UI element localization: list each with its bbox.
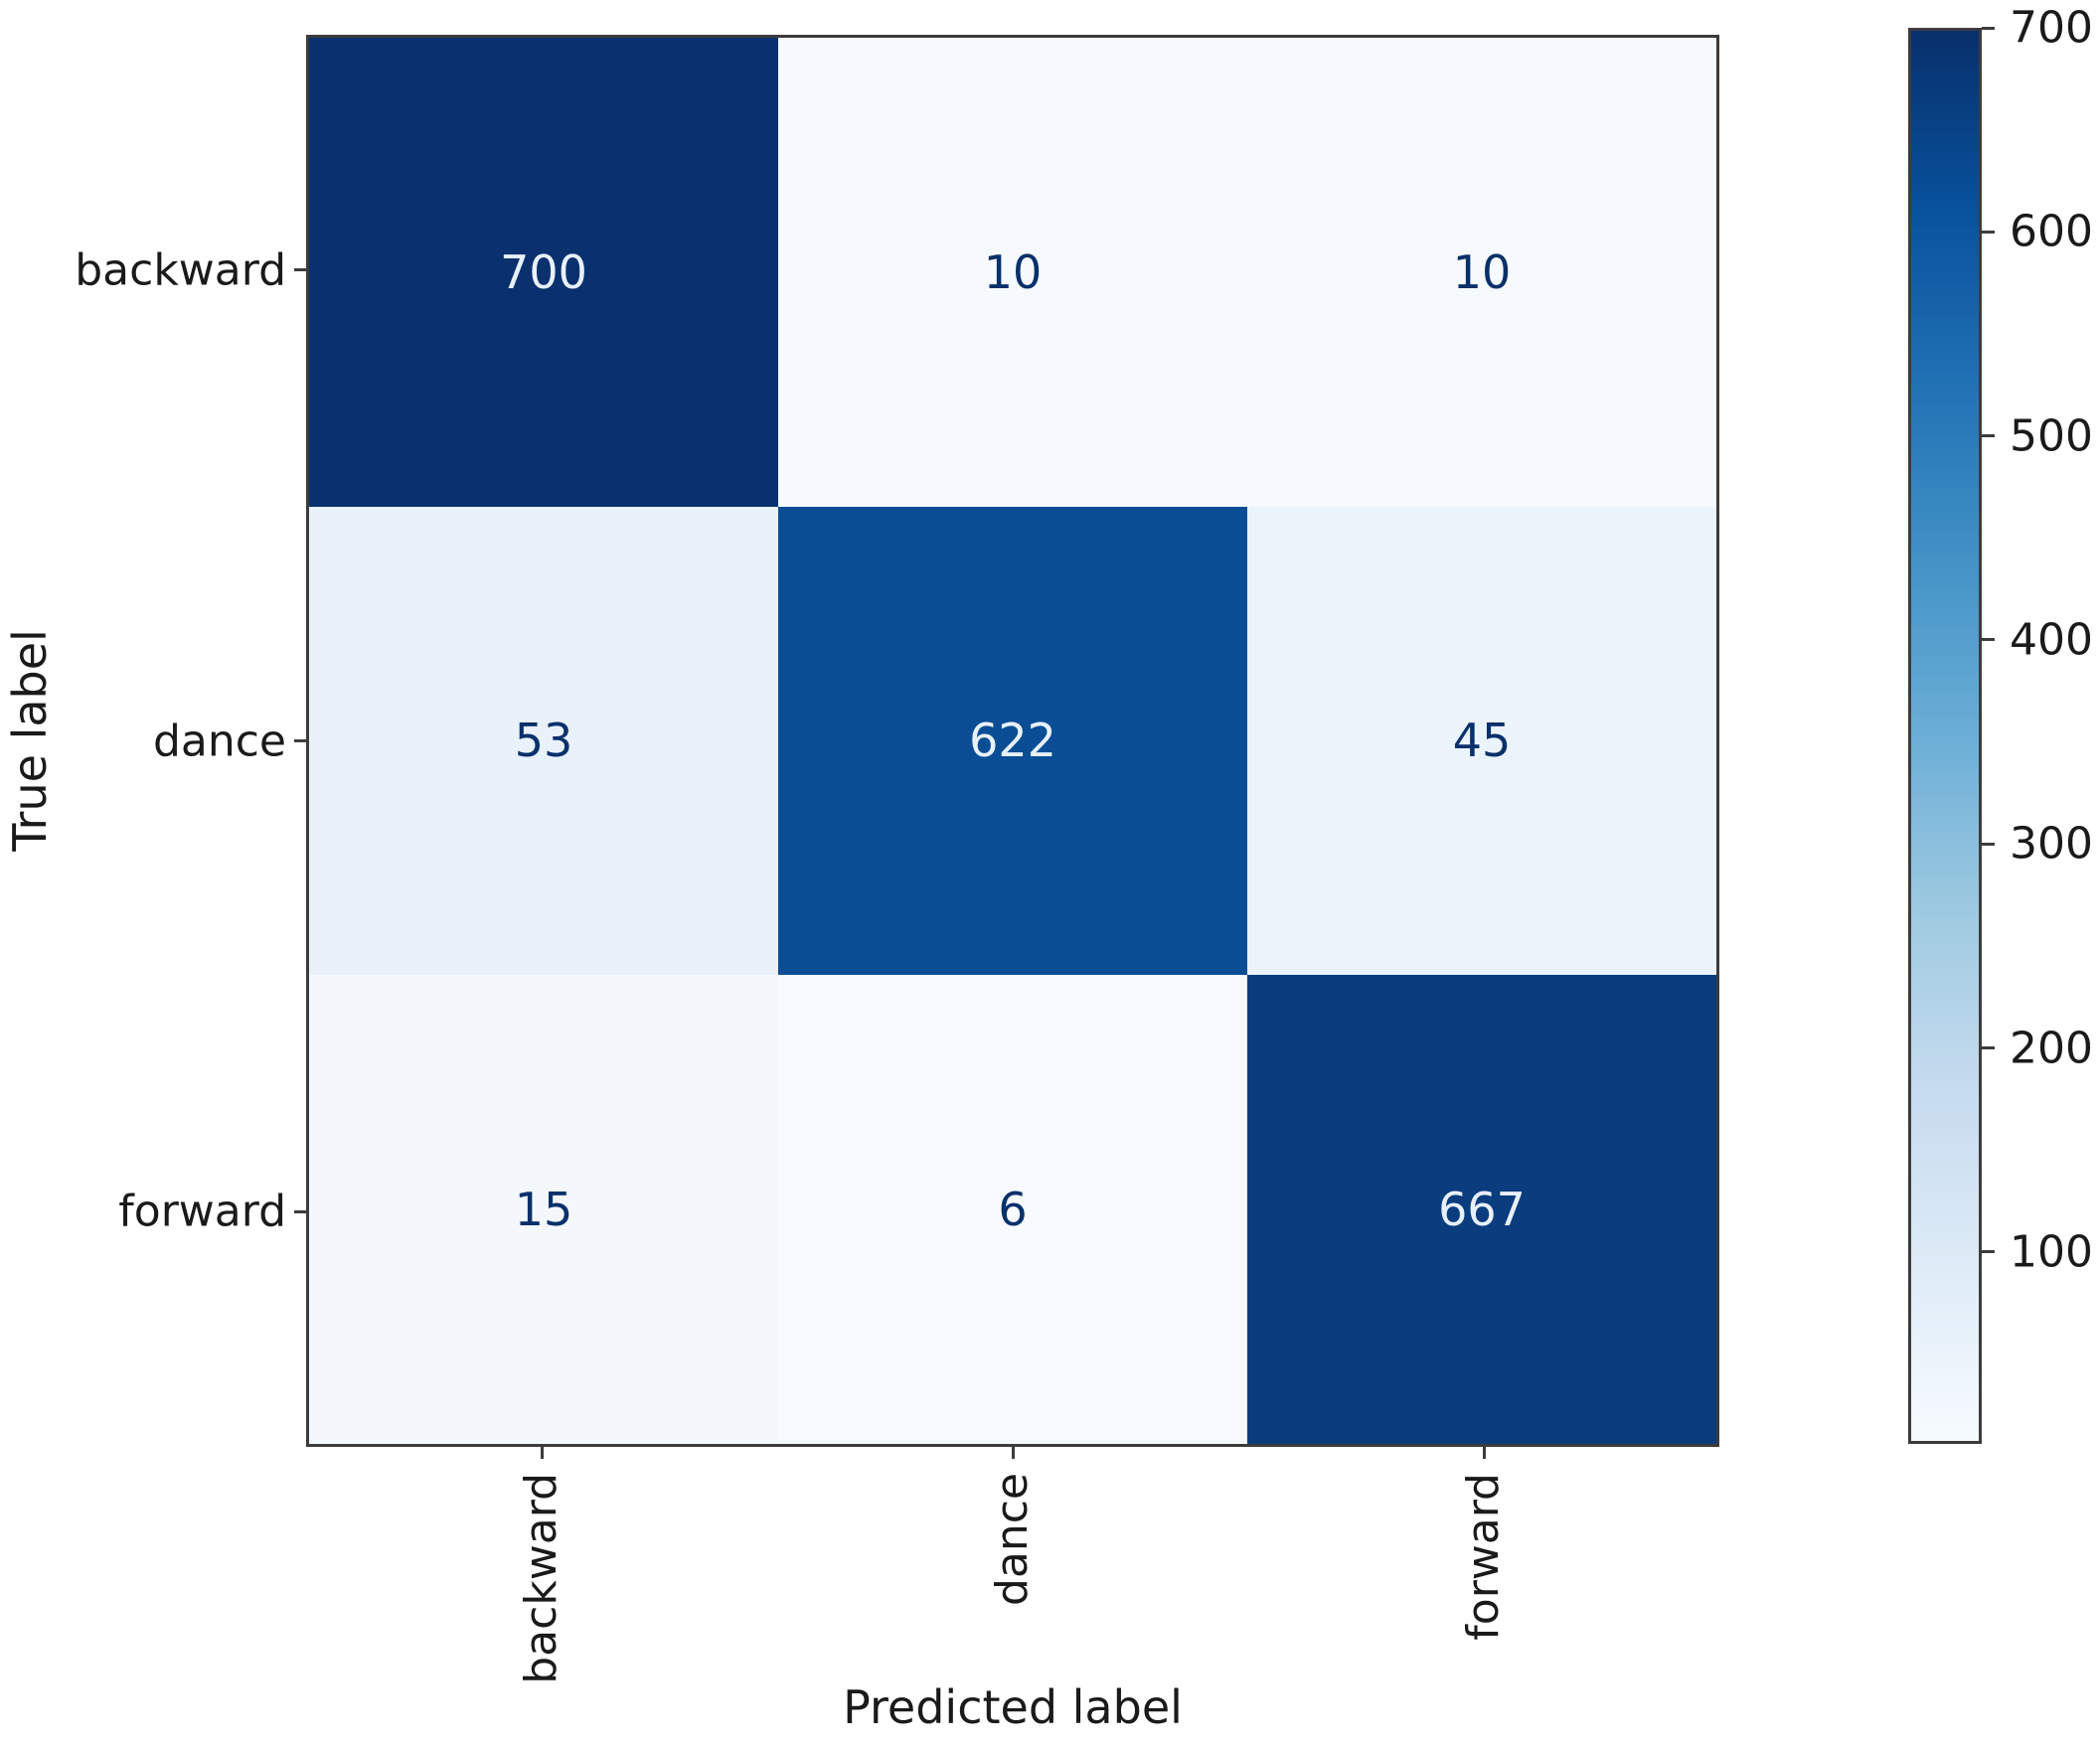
- matrix-cell-forward-dance: 6: [778, 975, 1247, 1444]
- x-axis-title: Predicted label: [843, 1680, 1183, 1734]
- cell-value: 10: [983, 244, 1043, 299]
- y-tick-label-forward: forward: [118, 1186, 286, 1237]
- matrix-cell-forward-forward: 667: [1247, 975, 1716, 1444]
- x-tick-mark: [1011, 1447, 1015, 1459]
- matrix-cell-dance-dance: 622: [778, 506, 1247, 976]
- y-tick-mark: [294, 268, 306, 272]
- matrix-cell-backward-forward: 10: [1247, 38, 1716, 507]
- cell-value: 622: [969, 714, 1056, 768]
- colorbar-tick-label-300: 300: [2010, 818, 2093, 870]
- colorbar: [1908, 28, 1982, 1444]
- x-tick-label-backward: backward: [515, 1473, 566, 1684]
- x-tick-mark: [1482, 1447, 1486, 1459]
- x-tick-mark: [540, 1447, 544, 1459]
- confusion-matrix: 700 10 10 53 622 45 15 6 667: [306, 35, 1719, 1447]
- colorbar-tick-mark: [1982, 26, 1995, 30]
- matrix-cell-forward-backward: 15: [309, 975, 778, 1444]
- y-tick-mark: [294, 739, 306, 742]
- colorbar-tick-mark: [1982, 230, 1995, 234]
- matrix-cell-dance-forward: 45: [1247, 506, 1716, 976]
- cell-value: 15: [514, 1183, 573, 1237]
- colorbar-tick-label-600: 600: [2010, 206, 2093, 257]
- x-tick-label-dance: dance: [986, 1473, 1038, 1607]
- x-tick-label-forward: forward: [1457, 1473, 1509, 1641]
- y-tick-label-backward: backward: [75, 244, 286, 296]
- colorbar-tick-mark: [1982, 842, 1995, 846]
- colorbar-tick-label-200: 200: [2010, 1023, 2093, 1074]
- cell-value: 45: [1452, 714, 1512, 768]
- cell-value: 700: [500, 244, 587, 299]
- cell-value: 10: [1452, 244, 1512, 299]
- cell-value: 53: [514, 714, 573, 768]
- colorbar-tick-label-100: 100: [2010, 1226, 2093, 1278]
- cell-value: 6: [998, 1183, 1028, 1237]
- colorbar-tick-label-500: 500: [2010, 410, 2093, 462]
- matrix-cell-backward-backward: 700: [309, 38, 778, 507]
- colorbar-tick-mark: [1982, 638, 1995, 642]
- colorbar-tick-mark: [1982, 1046, 1995, 1050]
- y-tick-label-dance: dance: [152, 716, 286, 766]
- colorbar-tick-mark: [1982, 434, 1995, 438]
- colorbar-tick-mark: [1982, 1250, 1995, 1254]
- cell-value: 667: [1438, 1183, 1526, 1237]
- matrix-cell-dance-backward: 53: [309, 506, 778, 976]
- y-tick-mark: [294, 1209, 306, 1213]
- colorbar-tick-label-400: 400: [2010, 614, 2093, 666]
- colorbar-tick-label-700: 700: [2010, 2, 2093, 54]
- matrix-cell-backward-dance: 10: [778, 38, 1247, 507]
